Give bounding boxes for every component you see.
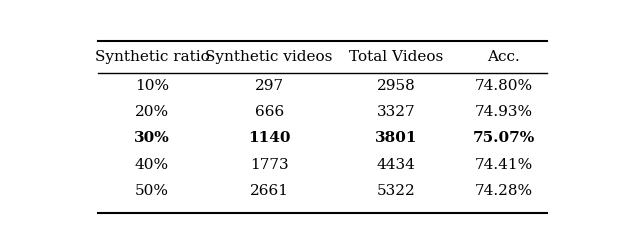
Text: 40%: 40% <box>135 157 169 172</box>
Text: Total Videos: Total Videos <box>349 50 444 64</box>
Text: 74.41%: 74.41% <box>474 157 532 172</box>
Text: 297: 297 <box>255 79 284 93</box>
Text: Synthetic ratio: Synthetic ratio <box>94 50 209 64</box>
Text: Synthetic videos: Synthetic videos <box>205 50 333 64</box>
Text: Acc.: Acc. <box>487 50 520 64</box>
Text: 74.28%: 74.28% <box>474 184 532 198</box>
Text: 50%: 50% <box>135 184 169 198</box>
Text: 74.93%: 74.93% <box>474 105 532 119</box>
Text: 1140: 1140 <box>248 132 290 146</box>
Text: 3327: 3327 <box>377 105 415 119</box>
Text: 30%: 30% <box>134 132 170 146</box>
Text: 20%: 20% <box>135 105 169 119</box>
Text: 2958: 2958 <box>377 79 416 93</box>
Text: 2661: 2661 <box>249 184 289 198</box>
Text: 74.80%: 74.80% <box>474 79 532 93</box>
Text: 3801: 3801 <box>375 132 417 146</box>
Text: 4434: 4434 <box>377 157 416 172</box>
Text: 666: 666 <box>255 105 284 119</box>
Text: 10%: 10% <box>135 79 169 93</box>
Text: 1773: 1773 <box>250 157 289 172</box>
Text: 5322: 5322 <box>377 184 416 198</box>
Text: 75.07%: 75.07% <box>472 132 535 146</box>
